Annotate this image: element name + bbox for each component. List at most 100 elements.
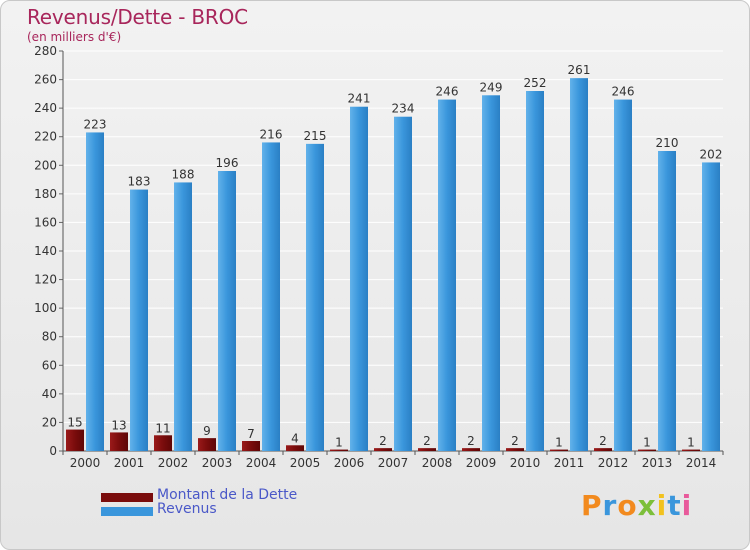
bar-dette — [286, 445, 304, 451]
data-label-dette: 1 — [335, 436, 343, 450]
x-tick-label: 2014 — [686, 456, 717, 470]
bar-revenus — [130, 189, 148, 452]
bar-revenus — [570, 78, 588, 452]
y-tick-label: 280 — [34, 44, 57, 58]
bar-revenus — [86, 132, 104, 451]
data-label-dette: 13 — [111, 418, 126, 432]
data-label-revenus: 210 — [656, 136, 679, 150]
x-tick-label: 2012 — [598, 456, 629, 470]
x-tick-label: 2002 — [158, 456, 189, 470]
data-label-dette: 9 — [203, 424, 211, 438]
bar-dette — [242, 441, 260, 451]
y-tick-label: 140 — [34, 244, 57, 258]
data-label-dette: 2 — [599, 434, 607, 448]
data-label-revenus: 223 — [84, 117, 107, 131]
x-tick-label: 2001 — [114, 456, 145, 470]
x-tick-label: 2009 — [466, 456, 497, 470]
bar-dette — [66, 429, 84, 451]
data-label-dette: 2 — [511, 434, 519, 448]
y-tick-label: 260 — [34, 73, 57, 87]
bar-dette — [506, 448, 524, 451]
data-label-dette: 11 — [155, 421, 170, 435]
x-tick-label: 2008 — [422, 456, 453, 470]
data-label-revenus: 261 — [568, 63, 591, 77]
x-tick-label: 2005 — [290, 456, 321, 470]
x-tick-label: 2006 — [334, 456, 365, 470]
y-tick-label: 80 — [42, 330, 57, 344]
bar-revenus — [306, 143, 324, 451]
bar-dette — [418, 448, 436, 451]
data-label-dette: 7 — [247, 427, 255, 441]
legend-label-revenus: Revenus — [157, 501, 217, 517]
data-label-revenus: 246 — [436, 85, 459, 99]
bar-revenus — [394, 116, 412, 451]
logo-letter: P — [581, 489, 603, 522]
x-tick-label: 2004 — [246, 456, 277, 470]
x-tick-label: 2003 — [202, 456, 233, 470]
logo-letter: r — [602, 489, 618, 522]
logo-letter: x — [637, 489, 657, 522]
chart-title: Revenus/Dette - BROC — [27, 5, 248, 29]
data-label-dette: 15 — [67, 416, 82, 430]
bar-revenus — [658, 151, 676, 451]
bar-revenus — [702, 162, 720, 451]
bar-dette — [110, 432, 128, 451]
proxiti-logo: Proxiti — [581, 489, 692, 522]
bar-dette — [550, 449, 568, 451]
logo-letter: i — [681, 489, 693, 522]
y-tick-label: 100 — [34, 301, 57, 315]
data-label-dette: 1 — [643, 436, 651, 450]
data-label-revenus: 188 — [172, 167, 195, 181]
legend-label-dette: Montant de la Dette — [157, 487, 298, 503]
data-label-dette: 2 — [379, 434, 387, 448]
bar-dette — [154, 435, 172, 451]
logo-letter: t — [667, 489, 682, 522]
y-tick-label: 60 — [42, 358, 57, 372]
bar-dette — [374, 448, 392, 451]
bar-revenus — [174, 182, 192, 451]
data-label-revenus: 246 — [612, 85, 635, 99]
bar-revenus — [438, 99, 456, 452]
y-tick-label: 0 — [49, 444, 57, 458]
bar-revenus — [350, 106, 368, 451]
data-label-revenus: 183 — [128, 175, 151, 189]
data-label-dette: 1 — [687, 436, 695, 450]
legend-swatch-revenus — [101, 507, 153, 516]
legend-swatch-dette — [101, 493, 153, 502]
logo-letter: o — [617, 489, 638, 522]
data-label-revenus: 249 — [480, 80, 503, 94]
data-label-dette: 2 — [467, 434, 475, 448]
x-tick-label: 2007 — [378, 456, 409, 470]
y-tick-label: 200 — [34, 158, 57, 172]
data-label-dette: 4 — [291, 431, 299, 445]
y-tick-label: 220 — [34, 130, 57, 144]
bar-dette — [682, 449, 700, 451]
data-label-dette: 2 — [423, 434, 431, 448]
data-label-revenus: 215 — [304, 129, 327, 143]
x-tick-label: 2010 — [510, 456, 541, 470]
bar-dette — [638, 449, 656, 451]
bar-revenus — [482, 95, 500, 452]
chart-subtitle: (en milliers d'€) — [27, 30, 122, 44]
data-label-revenus: 196 — [216, 156, 239, 170]
x-tick-label: 2013 — [642, 456, 673, 470]
y-tick-label: 240 — [34, 101, 57, 115]
data-label-revenus: 234 — [392, 102, 415, 116]
bar-revenus — [526, 91, 544, 451]
data-label-revenus: 252 — [524, 76, 547, 90]
data-label-revenus: 241 — [348, 92, 371, 106]
x-tick-label: 2000 — [70, 456, 101, 470]
bar-dette — [330, 449, 348, 451]
y-tick-label: 20 — [42, 415, 57, 429]
y-tick-label: 40 — [42, 387, 57, 401]
x-tick-label: 2011 — [554, 456, 585, 470]
data-label-dette: 1 — [555, 436, 563, 450]
bar-revenus — [262, 142, 280, 451]
bar-dette — [198, 438, 216, 451]
logo-letter: i — [656, 489, 668, 522]
y-tick-label: 120 — [34, 273, 57, 287]
bar-revenus — [218, 171, 236, 451]
data-label-revenus: 202 — [700, 147, 723, 161]
